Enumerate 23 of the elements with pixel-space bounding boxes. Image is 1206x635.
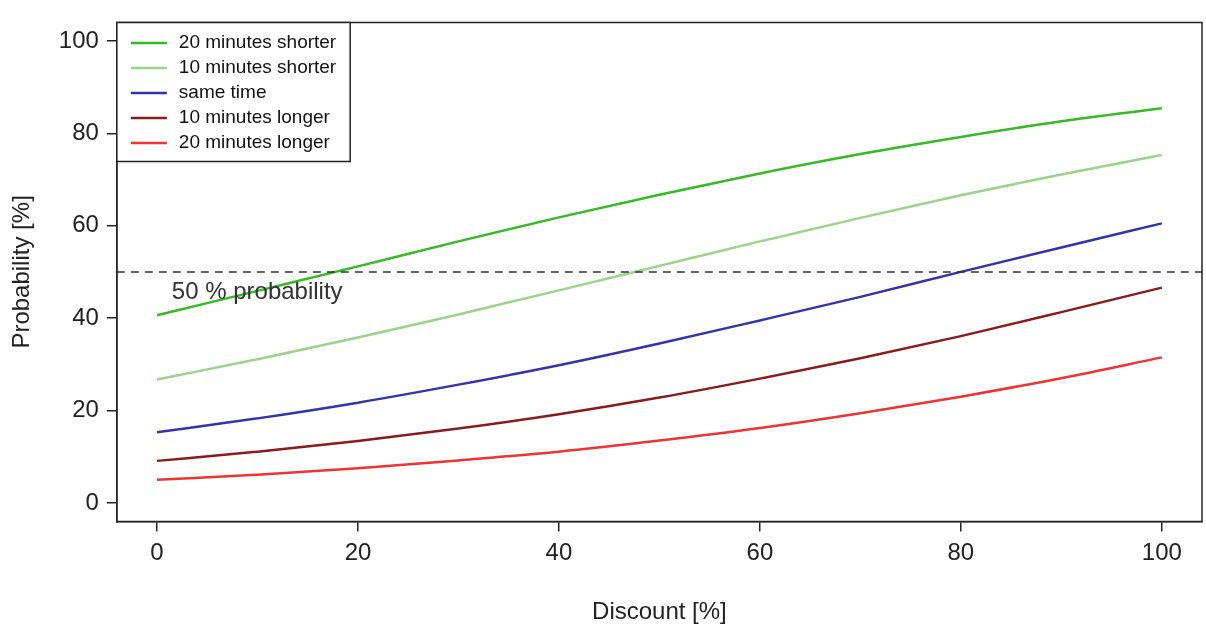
x-axis-title: Discount [%]	[592, 597, 727, 625]
y-tick-label: 0	[85, 487, 99, 515]
legend-label: 10 minutes shorter	[178, 56, 337, 78]
line-series	[155, 153, 1164, 381]
y-tick-label: 100	[58, 25, 99, 53]
legend-label: same time	[178, 81, 267, 103]
x-tick-label: 40	[545, 538, 573, 566]
y-tick-label: 60	[72, 210, 99, 238]
x-tick-label: 80	[947, 538, 975, 566]
y-tick-label: 40	[72, 302, 99, 330]
x-tick-label: 100	[1141, 538, 1182, 566]
line-series	[155, 222, 1164, 434]
x-tick-label: 60	[746, 538, 774, 566]
legend-label: 20 minutes longer	[178, 131, 331, 153]
x-tick-label: 0	[150, 538, 164, 566]
line-series	[155, 356, 1164, 482]
legend-label: 20 minutes shorter	[178, 31, 337, 53]
legend-label: 10 minutes longer	[178, 106, 331, 128]
y-axis-title: Probability [%]	[7, 195, 35, 349]
line-series	[155, 107, 1164, 317]
x-tick-label: 20	[344, 538, 372, 566]
y-tick-label: 80	[72, 117, 99, 145]
y-tick-label: 20	[72, 395, 99, 423]
